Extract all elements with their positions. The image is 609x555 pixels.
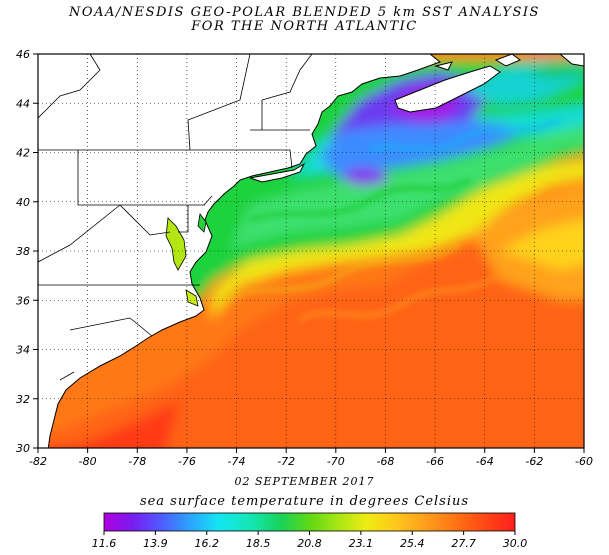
x-tick-label: -76 <box>178 455 196 468</box>
y-tick-label: 38 <box>16 245 30 258</box>
x-tick-label: -82 <box>29 455 47 468</box>
graticule <box>38 54 584 448</box>
colorbar-tick-label: 13.9 <box>143 537 168 550</box>
x-tick-label: -62 <box>525 455 543 468</box>
colorbar-tick-label: 18.5 <box>246 537 271 550</box>
colorbar-tick-label: 25.4 <box>400 537 425 550</box>
latitude-axis: 30 32 34 36 38 40 42 44 46 <box>16 48 38 455</box>
colorbar-tick-label: 11.6 <box>92 537 117 550</box>
colorbar-tick-label: 30.0 <box>503 537 528 550</box>
x-tick-label: -72 <box>277 455 295 468</box>
y-tick-label: 34 <box>16 344 30 357</box>
x-tick-label: -68 <box>376 455 394 468</box>
y-tick-label: 42 <box>16 147 30 160</box>
longitude-axis: -82 -80 -78 -76 -74 -72 -70 -68 -66 -64 -62 -60 <box>29 448 593 468</box>
colorbar-tick-label: 20.8 <box>297 537 322 550</box>
analysis-date: 02 SEPTEMBER 2017 <box>234 475 375 488</box>
x-tick-label: -64 <box>476 455 494 468</box>
x-tick-label: -60 <box>575 455 593 468</box>
x-tick-label: -80 <box>79 455 97 468</box>
y-tick-label: 32 <box>16 393 30 406</box>
y-tick-label: 44 <box>16 97 30 110</box>
x-tick-label: -74 <box>228 455 246 468</box>
sst-field <box>38 54 584 448</box>
x-tick-label: -66 <box>426 455 444 468</box>
colorbar-tick-label: 23.1 <box>349 537 374 550</box>
colorbar-title: sea surface temperature in degrees Celsi… <box>139 494 470 509</box>
state-borders <box>38 54 313 381</box>
y-tick-label: 36 <box>16 294 30 307</box>
colorbar-ticks: 11.6 13.9 16.2 18.5 20.8 23.1 25.4 27.7 30.0 <box>92 531 528 550</box>
colorbar <box>103 512 516 532</box>
y-tick-label: 40 <box>16 196 30 209</box>
y-tick-label: 30 <box>16 442 30 455</box>
x-tick-label: -78 <box>128 455 146 468</box>
colorbar-tick-label: 27.7 <box>451 537 476 550</box>
map-title-line2: FOR THE NORTH ATLANTIC <box>191 19 418 34</box>
colorbar-tick-label: 16.2 <box>195 537 220 550</box>
map-title-line1: NOAA/NESDIS GEO-POLAR BLENDED 5 km SST A… <box>69 5 540 20</box>
chesapeake-bay <box>165 213 207 307</box>
y-tick-label: 46 <box>16 48 30 61</box>
x-tick-label: -70 <box>327 455 345 468</box>
